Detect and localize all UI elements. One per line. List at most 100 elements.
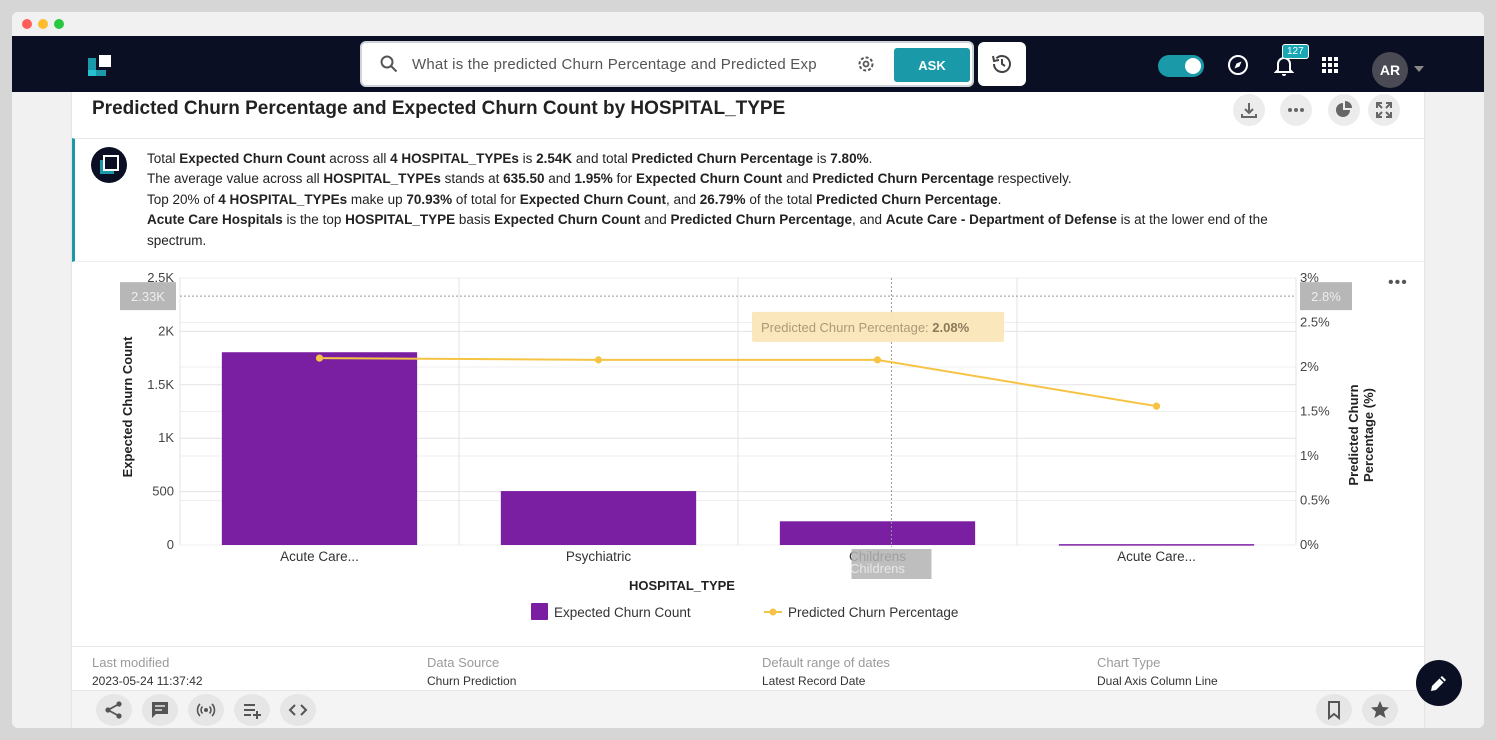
y-tick-label-right: 2.5% — [1300, 315, 1330, 330]
point-predicted-churn-percentage — [1152, 402, 1161, 410]
code-icon — [288, 704, 308, 716]
apps-grid-icon[interactable] — [1322, 57, 1338, 73]
search-input[interactable]: What is the predicted Churn Percentage a… — [412, 56, 817, 73]
title-bar — [12, 12, 1484, 36]
y-tick-label-right: 1.5% — [1300, 404, 1330, 419]
x-tick-label: Acute Care... — [1117, 549, 1196, 564]
action-footer — [72, 690, 1424, 728]
assistant-logo-icon — [91, 147, 127, 183]
close-window-dot[interactable] — [22, 19, 32, 29]
bar-expected-churn-count — [1058, 544, 1255, 546]
y-axis-title-left: Expected Churn Count — [120, 336, 135, 478]
y-tick-label-left: 2.5K — [147, 270, 174, 285]
legend-label-predicted-churn-percentage[interactable]: Predicted Churn Percentage — [788, 605, 958, 620]
more-horizontal-icon — [1288, 108, 1304, 112]
y-tick-label-right: 3% — [1300, 270, 1319, 285]
bookmark-icon — [1328, 701, 1340, 720]
pencil-icon — [1431, 676, 1446, 691]
y-tick-label-right: 2% — [1300, 359, 1319, 374]
share-icon — [105, 701, 122, 719]
toggle-knob — [1185, 58, 1201, 74]
summary-text: Total Expected Churn Count across all 4 … — [147, 149, 1317, 251]
notification-badge: 127 — [1282, 44, 1309, 59]
tooltip-box — [752, 311, 1004, 342]
legend-swatch-point — [769, 608, 777, 616]
summary-line-3: Top 20% of 4 HOSPITAL_TYPEs make up 70.9… — [147, 191, 1002, 207]
point-predicted-churn-percentage — [594, 356, 603, 364]
download-icon — [1241, 103, 1257, 118]
meta-date-range: Default range of dates Latest Record Dat… — [762, 655, 890, 688]
legend-swatch-bar — [531, 603, 548, 620]
chart-type-button[interactable] — [1328, 94, 1360, 126]
point-predicted-churn-percentage — [315, 354, 324, 362]
share-button[interactable] — [96, 694, 132, 726]
history-icon — [992, 55, 1011, 73]
metadata-bar: Last modified 2023-05-24 11:37:42 Data S… — [72, 646, 1424, 690]
summary-line-2: The average value across all HOSPITAL_TY… — [147, 171, 1072, 187]
compass-icon[interactable] — [1227, 54, 1249, 76]
top-navigation: What is the predicted Churn Percentage a… — [12, 36, 1484, 92]
x-tick-label: Psychiatric — [566, 549, 632, 564]
minimize-window-dot[interactable] — [38, 19, 48, 29]
broadcast-icon — [196, 703, 216, 717]
search-bar: What is the predicted Churn Percentage a… — [360, 41, 974, 87]
y-tick-label-right: 1% — [1300, 448, 1319, 463]
crosshair-right-box — [1300, 282, 1352, 311]
user-avatar[interactable]: AR — [1372, 52, 1408, 88]
bar-expected-churn-count — [500, 491, 697, 545]
tooltip-label: Predicted Churn Percentage: 2.08% — [761, 320, 970, 335]
crosshair-left-label: 2.33K — [131, 289, 165, 304]
summary-line-4: Acute Care Hospitals is the top HOSPITAL… — [147, 212, 1268, 248]
comment-button[interactable] — [142, 694, 178, 726]
line-predicted-churn-percentage — [319, 357, 1157, 408]
y-tick-label-left: 2K — [158, 323, 174, 338]
y-axis-title-right-line2: Percentage (%) — [1361, 388, 1376, 482]
download-button[interactable] — [1233, 94, 1265, 126]
brand-logo-icon[interactable] — [88, 52, 114, 76]
y-tick-label-right: 0% — [1300, 537, 1319, 552]
gear-icon[interactable] — [856, 54, 876, 74]
bar-expected-churn-count — [221, 352, 418, 545]
y-tick-label-right: 0.5% — [1300, 493, 1330, 508]
expand-button[interactable] — [1368, 94, 1400, 126]
meta-data-source: Data Source Churn Prediction — [427, 655, 517, 688]
tooltip-value: 2.08% — [932, 320, 969, 335]
embed-code-button[interactable] — [280, 694, 316, 726]
ask-button[interactable]: ASK — [894, 48, 970, 82]
tooltip-label-text: Predicted Churn Percentage: — [761, 320, 932, 335]
search-icon — [380, 55, 398, 73]
crosshair-left-box — [120, 282, 176, 311]
more-options-button[interactable] — [1280, 94, 1312, 126]
ai-summary-panel: Total Expected Churn Count across all 4 … — [72, 138, 1424, 262]
playlist-add-icon — [244, 704, 261, 719]
x-tick-label: Acute Care... — [280, 549, 359, 564]
y-tick-label-left: 1K — [158, 430, 174, 445]
answer-card: Predicted Churn Percentage and Expected … — [72, 92, 1424, 728]
edit-button[interactable] — [1416, 660, 1462, 706]
maximize-window-dot[interactable] — [54, 19, 64, 29]
mode-toggle[interactable] — [1158, 55, 1204, 77]
broadcast-button[interactable] — [188, 694, 224, 726]
crosshair-category-box — [851, 549, 932, 579]
chart-title: Predicted Churn Percentage and Expected … — [92, 98, 786, 119]
crosshair-category-label: Childrens — [850, 561, 905, 576]
chart-more-icon[interactable]: ••• — [1388, 274, 1408, 291]
star-icon — [1371, 701, 1389, 718]
chevron-down-icon[interactable] — [1414, 66, 1424, 72]
meta-chart-type: Chart Type Dual Axis Column Line — [1097, 655, 1218, 688]
x-axis-title: HOSPITAL_TYPE — [629, 578, 735, 593]
legend-label-expected-churn-count[interactable]: Expected Churn Count — [554, 605, 691, 620]
bookmark-button[interactable] — [1316, 694, 1352, 726]
history-button[interactable] — [978, 42, 1026, 86]
add-to-list-button[interactable] — [234, 694, 270, 726]
app-window: What is the predicted Churn Percentage a… — [12, 12, 1484, 728]
bar-expected-churn-count — [779, 521, 976, 545]
dual-axis-chart[interactable]: 0 500 1K 1.5K 2K 2.5K 0% 0.5% 1% 1.5% 2% 2.5% 3% 2.33… — [72, 262, 1424, 646]
favorite-button[interactable] — [1362, 694, 1398, 726]
pie-chart-icon — [1336, 101, 1352, 117]
meta-last-modified: Last modified 2023-05-24 11:37:42 — [92, 655, 203, 688]
crosshair-right-label: 2.8% — [1311, 289, 1341, 304]
expand-icon — [1376, 102, 1392, 118]
point-predicted-churn-percentage — [873, 356, 882, 364]
y-tick-label-left: 500 — [152, 484, 174, 499]
